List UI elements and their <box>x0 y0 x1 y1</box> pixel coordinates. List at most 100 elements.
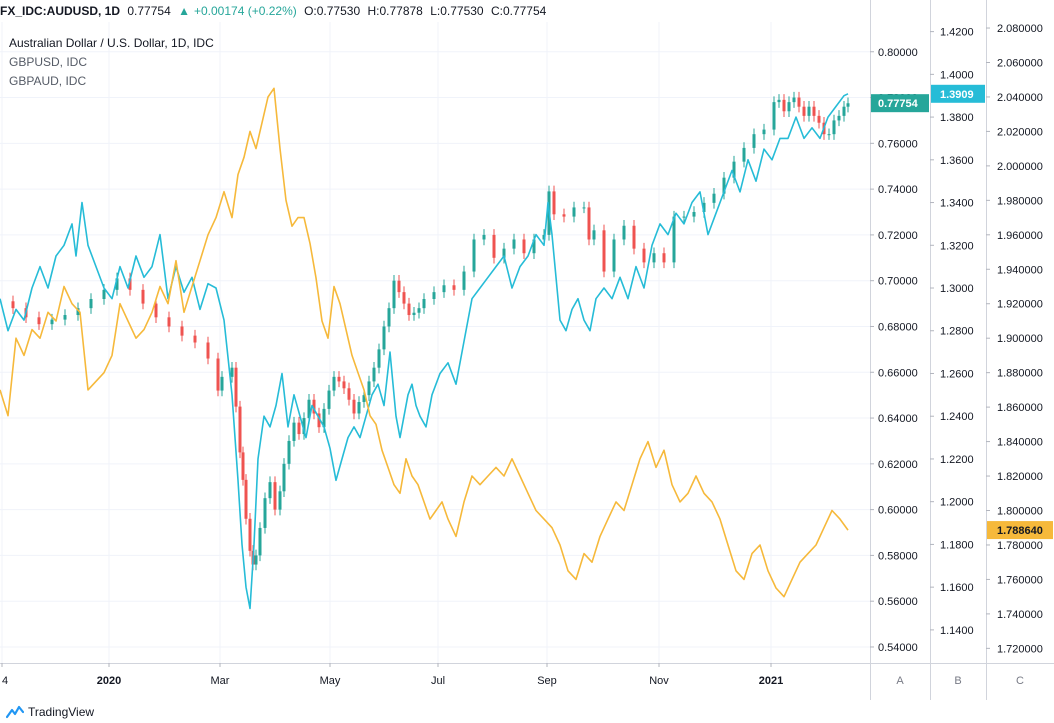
candle-body <box>248 518 252 551</box>
axis-tick-label: 0.64000 <box>878 413 918 425</box>
axis-tick-label: 0.72000 <box>878 230 918 242</box>
candle-body <box>241 452 245 480</box>
candle-body <box>572 207 576 217</box>
candle-body <box>337 376 341 382</box>
candle-body <box>482 234 486 240</box>
candle-body <box>842 106 846 116</box>
chart-header: FX_IDC:AUDUSD, 1D 0.77754 ▲ +0.00174 (+0.… <box>0 0 870 22</box>
candle-body <box>807 106 811 116</box>
candle-body <box>76 308 80 316</box>
candle-body <box>128 278 132 290</box>
axis-tick-label: 0.62000 <box>878 459 918 471</box>
axis-tick-label: 1.860000 <box>997 402 1043 414</box>
axis-tick-label: 1.1400 <box>940 625 974 637</box>
candle-body <box>258 527 262 556</box>
price-chart[interactable]: 0.800000.780000.760000.740000.720000.700… <box>0 0 1054 700</box>
axis-tick-label: 2.020000 <box>997 126 1043 138</box>
candle-body <box>827 134 831 136</box>
candle-body <box>562 214 566 217</box>
axis-tick-label: 1.960000 <box>997 230 1043 242</box>
symbol-label[interactable]: FX_IDC:AUDUSD, 1D <box>0 4 121 18</box>
candle-body <box>722 177 726 194</box>
candle-body <box>216 358 220 391</box>
candle-body <box>702 202 706 213</box>
legend-third-series[interactable]: GBPAUD, IDC <box>9 74 87 88</box>
candle-body <box>777 99 781 103</box>
candle-body <box>273 482 277 510</box>
candle-body <box>352 399 356 414</box>
axis-tick-label: 2.000000 <box>997 161 1043 173</box>
scale-button-b[interactable]: B <box>954 675 961 687</box>
axis-tick-label: 0.80000 <box>878 47 918 59</box>
low-value: L:0.77530 <box>430 4 484 18</box>
candle-body <box>846 103 850 107</box>
candle-body <box>327 390 331 409</box>
candle-body <box>167 317 171 327</box>
candle-body <box>322 408 326 428</box>
legend-second-series[interactable]: GBPUSD, IDC <box>9 55 88 69</box>
candle-body <box>412 312 416 316</box>
candle-body <box>206 342 210 359</box>
candle-body <box>602 230 606 272</box>
axis-tick-label: 1.3600 <box>940 155 974 167</box>
candle-body <box>254 555 258 565</box>
candle-body <box>312 399 316 414</box>
candle-body <box>792 97 796 103</box>
axis-tick-label: 1.980000 <box>997 195 1043 207</box>
candle-body <box>317 413 321 428</box>
candle-body <box>752 134 756 148</box>
axis-tick-label: 1.1800 <box>940 539 974 551</box>
axis-tick-label: 0.68000 <box>878 321 918 333</box>
candle-body <box>234 367 238 407</box>
axis-tick-label: 0.60000 <box>878 505 918 517</box>
axis-tick-label: 1.1600 <box>940 582 974 594</box>
axis-tick-label: 0.54000 <box>878 642 918 654</box>
candle-body <box>817 115 821 123</box>
candle-body <box>422 299 426 309</box>
candle-body <box>742 147 746 162</box>
series-line-gbpusd <box>0 93 849 610</box>
candle-body <box>115 278 119 290</box>
axis-tick-label: 1.2200 <box>940 454 974 466</box>
axis-tick-label: 2.060000 <box>997 57 1043 69</box>
candle-body <box>238 406 242 453</box>
axis-tick-label: 1.760000 <box>997 574 1043 586</box>
brand-name[interactable]: TradingView <box>28 705 95 719</box>
candle-body <box>802 106 806 116</box>
time-tick-label: Nov <box>649 675 669 687</box>
axis-tick-label: 1.3000 <box>940 283 974 295</box>
candle-body <box>292 422 296 441</box>
time-axis: 4 2020 Mar May Jul Sep Nov 2021 A B C <box>0 663 1054 700</box>
axis-tick-label: 1.940000 <box>997 264 1043 276</box>
axis-tick-label: 0.66000 <box>878 367 918 379</box>
candle-body <box>612 239 616 272</box>
candle-body <box>278 491 282 510</box>
candle-body <box>452 285 456 290</box>
candle-body <box>287 440 291 464</box>
candle-body <box>782 99 786 112</box>
candle-body <box>662 253 666 263</box>
time-tick-label: Mar <box>211 675 230 687</box>
candle-body <box>712 193 716 203</box>
chart-grid <box>0 22 870 663</box>
scale-button-c[interactable]: C <box>1016 675 1024 687</box>
candle-body <box>732 161 736 178</box>
scale-button-a[interactable]: A <box>896 675 904 687</box>
candle-body <box>682 216 686 218</box>
candle-body <box>230 367 234 377</box>
candle-body <box>787 102 791 112</box>
candle-body <box>367 381 371 396</box>
candle-body <box>347 388 351 400</box>
tradingview-logo-icon <box>6 705 24 719</box>
candle-body <box>357 402 361 414</box>
last-value-label: 1.788640 <box>997 525 1043 537</box>
series-line-gbpaud <box>0 87 849 598</box>
candle-body <box>407 303 411 316</box>
legend-main-series[interactable]: Australian Dollar / U.S. Dollar, 1D, IDC <box>9 36 214 50</box>
candle-body <box>141 289 145 304</box>
candle-body <box>302 418 306 435</box>
axis-tick-label: 1.900000 <box>997 333 1043 345</box>
axis-tick-label: 0.70000 <box>878 276 918 288</box>
candle-body <box>832 120 836 135</box>
time-tick-label: May <box>320 675 341 687</box>
